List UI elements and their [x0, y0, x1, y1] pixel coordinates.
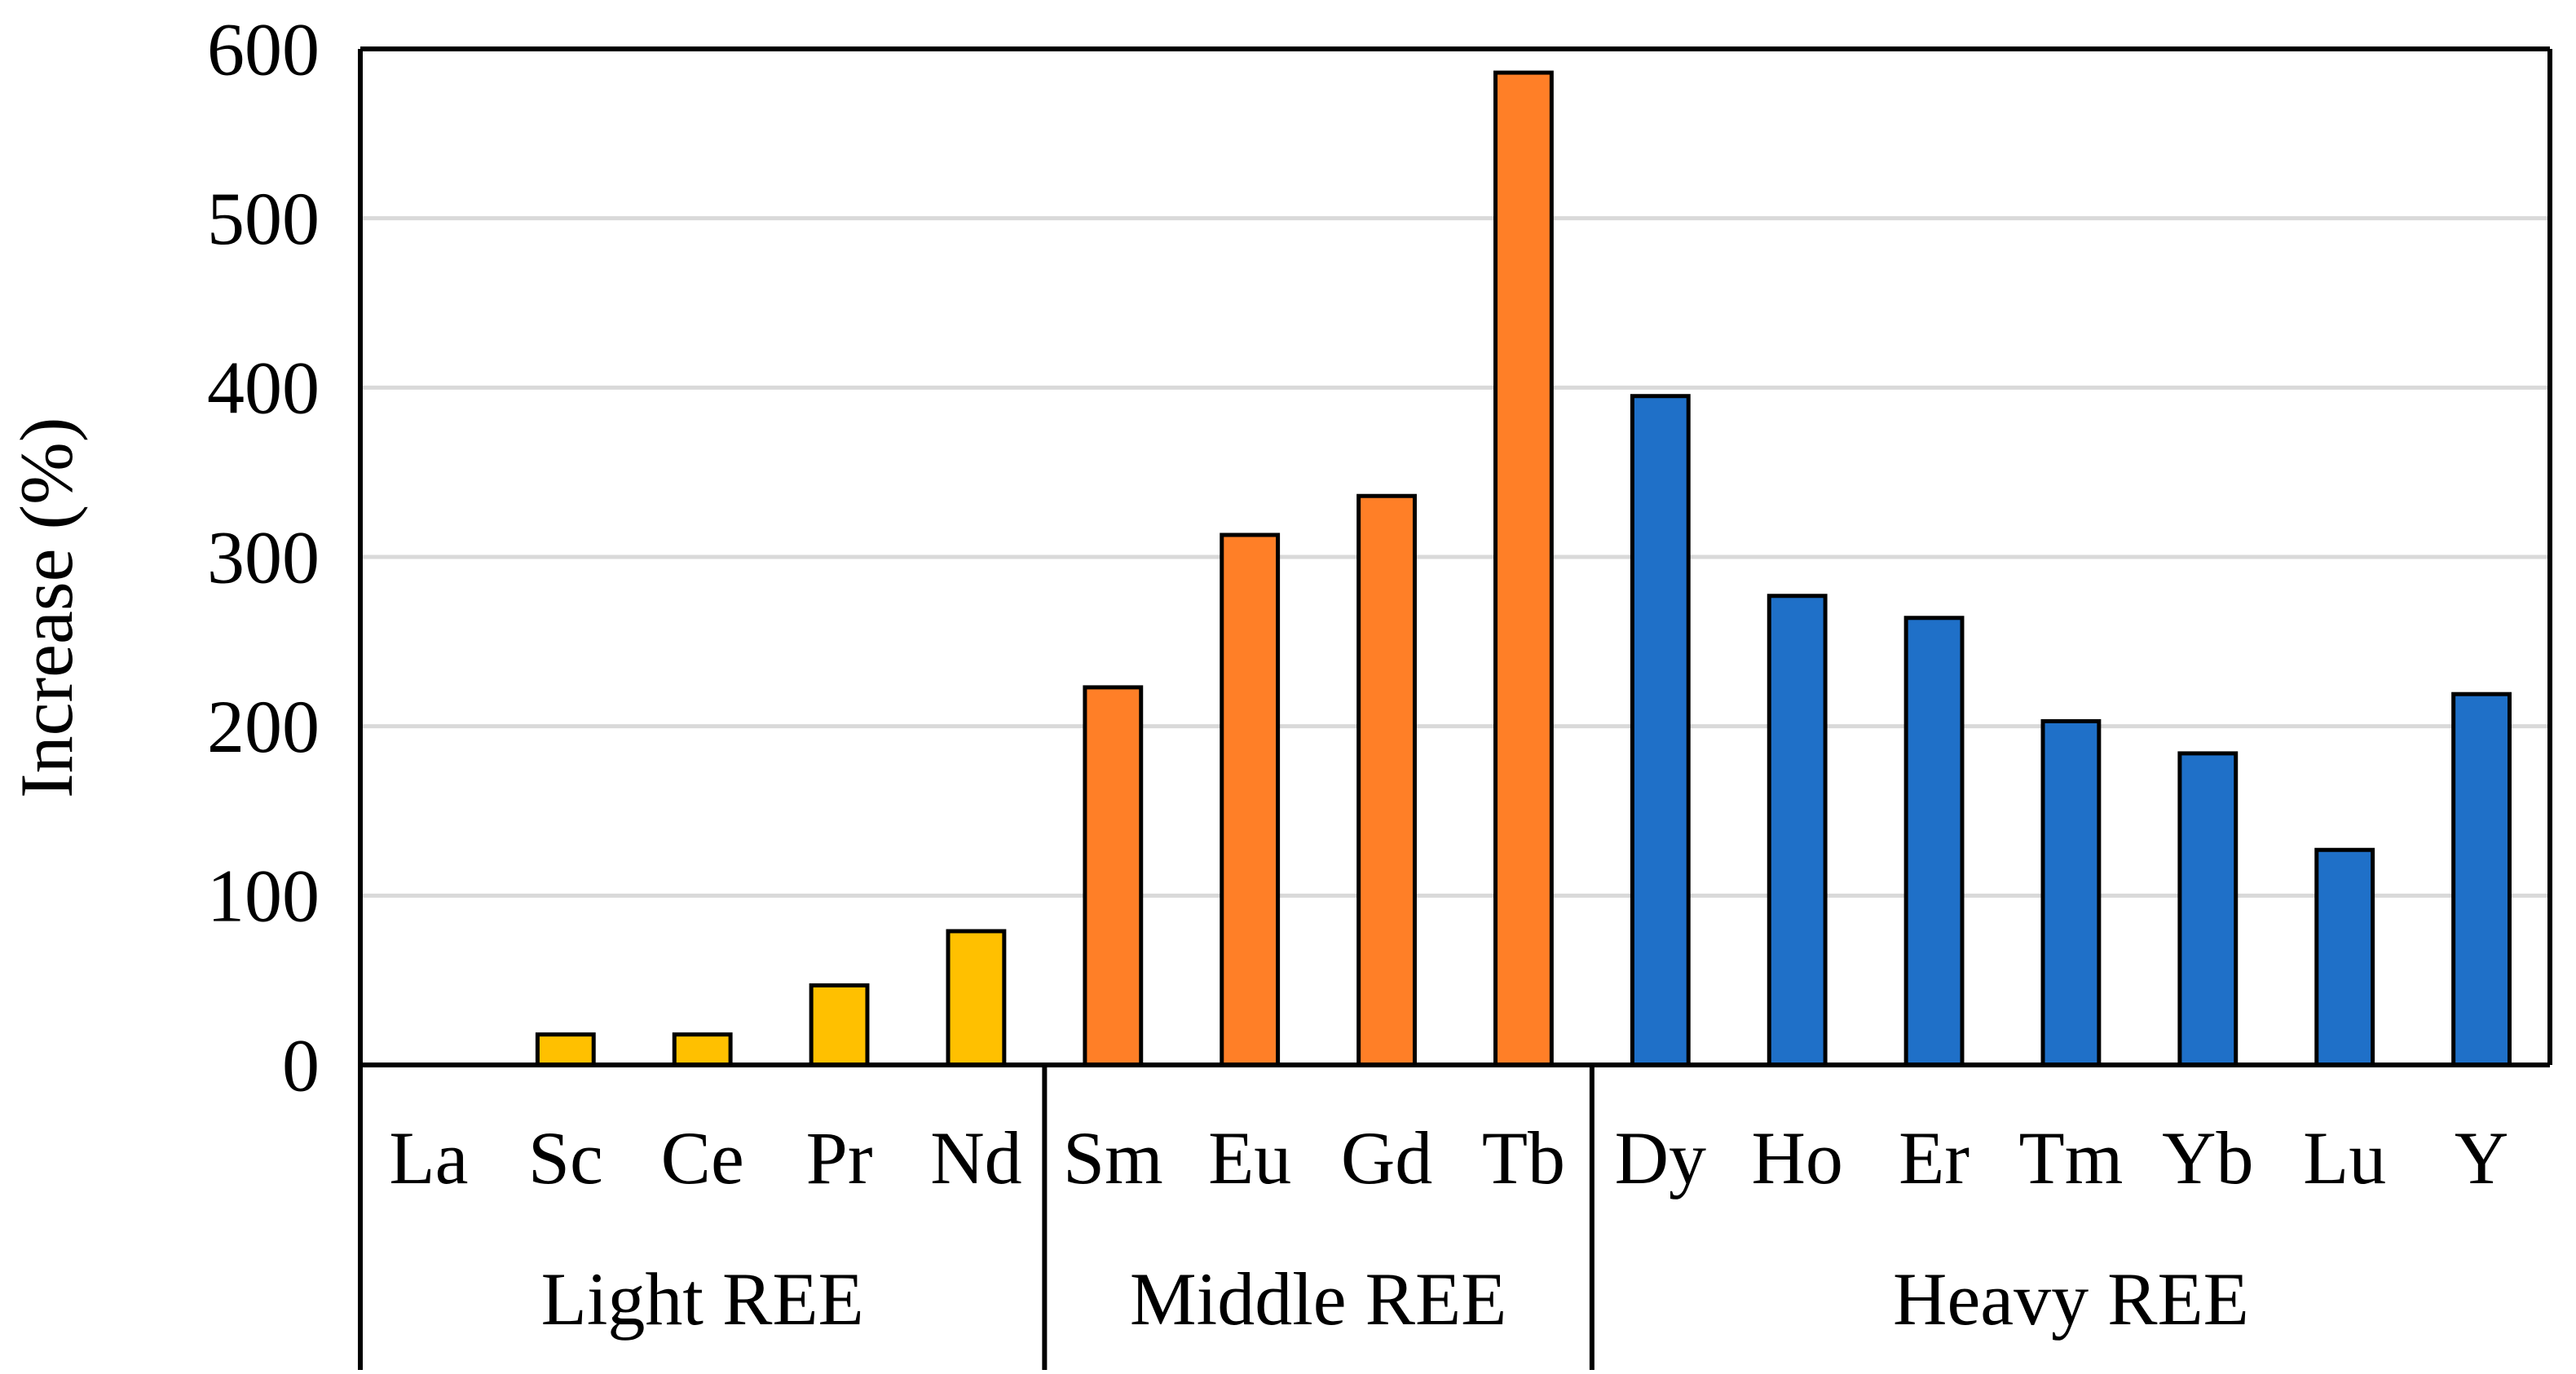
group-label-middle-ree: Middle REE [1130, 1257, 1507, 1341]
bar-yb [2177, 751, 2239, 1067]
x-tick-label-lu: Lu [2303, 1116, 2386, 1199]
x-tick-label-la: La [389, 1116, 468, 1199]
bar-gd [1356, 493, 1417, 1067]
x-tick-label-sc: Sc [528, 1116, 603, 1199]
group-label-light-ree: Light REE [541, 1257, 864, 1341]
axes [358, 46, 2552, 1370]
bar-sm [1083, 685, 1144, 1067]
x-tick-label-tm: Tm [2019, 1116, 2124, 1199]
y-tick-label-100: 100 [207, 855, 320, 938]
x-tick-label-yb: Yb [2162, 1116, 2253, 1199]
x-tick-label-ce: Ce [661, 1116, 744, 1199]
x-tick-label-eu: Eu [1208, 1116, 1291, 1199]
x-tick-label-dy: Dy [1615, 1116, 1706, 1199]
x-tick-label-ho: Ho [1751, 1116, 1842, 1199]
bar-er [1903, 616, 1965, 1067]
x-tick-label-y: Y [2455, 1116, 2508, 1199]
x-tick-label-er: Er [1899, 1116, 1969, 1199]
bar-dy [1630, 394, 1691, 1067]
x-tick-label-gd: Gd [1341, 1116, 1432, 1199]
bar-y [2451, 691, 2512, 1067]
y-tick-label-500: 500 [207, 177, 320, 260]
bar-sc [535, 1032, 596, 1067]
y-tick-label-400: 400 [207, 347, 320, 430]
y-tick-label-200: 200 [207, 685, 320, 768]
bar-ce [672, 1032, 733, 1067]
x-tick-label-nd: Nd [930, 1116, 1021, 1199]
labels: 0 100 200 300 400 500 600 La Sc Ce Pr Nd Sm Eu Gd Tb Dy H… [5, 7, 2508, 1341]
bar-pr [809, 983, 870, 1067]
bar-tb [1493, 70, 1554, 1067]
x-tick-label-sm: Sm [1063, 1116, 1163, 1199]
y-tick-label-300: 300 [207, 515, 320, 599]
x-tick-label-tb: Tb [1482, 1116, 1565, 1199]
x-tick-label-pr: Pr [806, 1116, 873, 1199]
bar-tm [2040, 718, 2102, 1067]
bar-nd [946, 929, 1007, 1067]
bar-lu [2314, 847, 2375, 1067]
group-label-heavy-ree: Heavy REE [1893, 1257, 2249, 1341]
y-tick-label-0: 0 [282, 1023, 320, 1107]
y-axis-title: Increase (%) [5, 418, 88, 798]
bars [535, 70, 2512, 1067]
bar-ho [1767, 594, 1828, 1067]
y-tick-label-600: 600 [207, 7, 320, 91]
bar-eu [1220, 532, 1281, 1067]
